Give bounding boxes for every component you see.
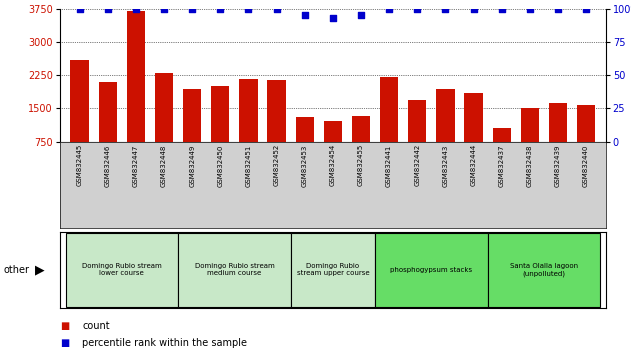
- Point: [328, 15, 338, 21]
- Text: GSM832455: GSM832455: [358, 144, 364, 187]
- Text: GSM832451: GSM832451: [245, 144, 251, 187]
- Text: GSM832441: GSM832441: [386, 144, 392, 187]
- Bar: [493, 128, 511, 175]
- Text: GSM832439: GSM832439: [555, 144, 561, 187]
- Text: GSM832437: GSM832437: [498, 144, 505, 187]
- Bar: [436, 88, 454, 175]
- Bar: [488, 233, 600, 307]
- Bar: [375, 233, 488, 307]
- Point: [187, 6, 198, 12]
- Text: ■: ■: [60, 338, 69, 348]
- Point: [271, 6, 281, 12]
- Bar: [183, 88, 201, 175]
- Bar: [291, 233, 375, 307]
- Text: Domingo Rubio stream
medium course: Domingo Rubio stream medium course: [194, 263, 274, 276]
- Bar: [295, 117, 314, 175]
- Point: [581, 6, 591, 12]
- Text: GSM832452: GSM832452: [274, 144, 280, 187]
- Point: [159, 6, 169, 12]
- Point: [244, 6, 254, 12]
- Bar: [178, 233, 291, 307]
- Text: GSM832447: GSM832447: [133, 144, 139, 187]
- Point: [525, 6, 535, 12]
- Point: [131, 6, 141, 12]
- Bar: [324, 121, 342, 175]
- Bar: [352, 116, 370, 175]
- Bar: [98, 82, 117, 175]
- Text: Domingo Rubio stream
lower course: Domingo Rubio stream lower course: [82, 263, 162, 276]
- Bar: [268, 80, 286, 175]
- Text: GSM832443: GSM832443: [442, 144, 449, 187]
- Point: [215, 6, 225, 12]
- Point: [553, 6, 563, 12]
- Bar: [521, 108, 539, 175]
- Bar: [549, 103, 567, 175]
- Bar: [127, 11, 145, 175]
- Bar: [71, 60, 89, 175]
- Point: [497, 6, 507, 12]
- Text: Santa Olalla lagoon
(unpolluted): Santa Olalla lagoon (unpolluted): [510, 263, 578, 277]
- Text: count: count: [82, 321, 110, 331]
- Text: GSM832446: GSM832446: [105, 144, 111, 187]
- Text: GSM832450: GSM832450: [217, 144, 223, 187]
- Text: GSM832454: GSM832454: [330, 144, 336, 187]
- Point: [468, 6, 478, 12]
- Bar: [464, 93, 483, 175]
- Text: GSM832448: GSM832448: [161, 144, 167, 187]
- Text: GSM832445: GSM832445: [76, 144, 83, 187]
- Text: phosphogypsum stacks: phosphogypsum stacks: [390, 267, 473, 273]
- Text: GSM832440: GSM832440: [583, 144, 589, 187]
- Text: percentile rank within the sample: percentile rank within the sample: [82, 338, 247, 348]
- Text: GSM832438: GSM832438: [527, 144, 533, 187]
- Bar: [577, 105, 595, 175]
- Text: Domingo Rubio
stream upper course: Domingo Rubio stream upper course: [297, 263, 369, 276]
- Bar: [380, 78, 398, 175]
- Text: other: other: [3, 265, 29, 275]
- Point: [103, 6, 113, 12]
- Bar: [239, 79, 257, 175]
- Point: [300, 13, 310, 18]
- Bar: [211, 86, 230, 175]
- Text: ▶: ▶: [35, 263, 44, 276]
- Bar: [408, 99, 427, 175]
- Point: [440, 6, 451, 12]
- Point: [356, 13, 366, 18]
- Text: GSM832442: GSM832442: [415, 144, 420, 187]
- Text: GSM832444: GSM832444: [471, 144, 476, 187]
- Point: [412, 6, 422, 12]
- Text: GSM832449: GSM832449: [189, 144, 195, 187]
- Text: ■: ■: [60, 321, 69, 331]
- Bar: [66, 233, 178, 307]
- Point: [384, 6, 394, 12]
- Point: [74, 6, 85, 12]
- Text: GSM832453: GSM832453: [302, 144, 308, 187]
- Bar: [155, 73, 173, 175]
